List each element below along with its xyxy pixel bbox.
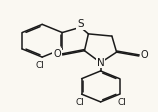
Text: S: S (77, 19, 84, 29)
Text: Cl: Cl (35, 61, 44, 70)
Text: O: O (53, 49, 61, 59)
Text: O: O (140, 50, 148, 60)
Text: Cl: Cl (117, 98, 126, 107)
Text: N: N (97, 58, 104, 68)
Text: Cl: Cl (75, 98, 84, 107)
